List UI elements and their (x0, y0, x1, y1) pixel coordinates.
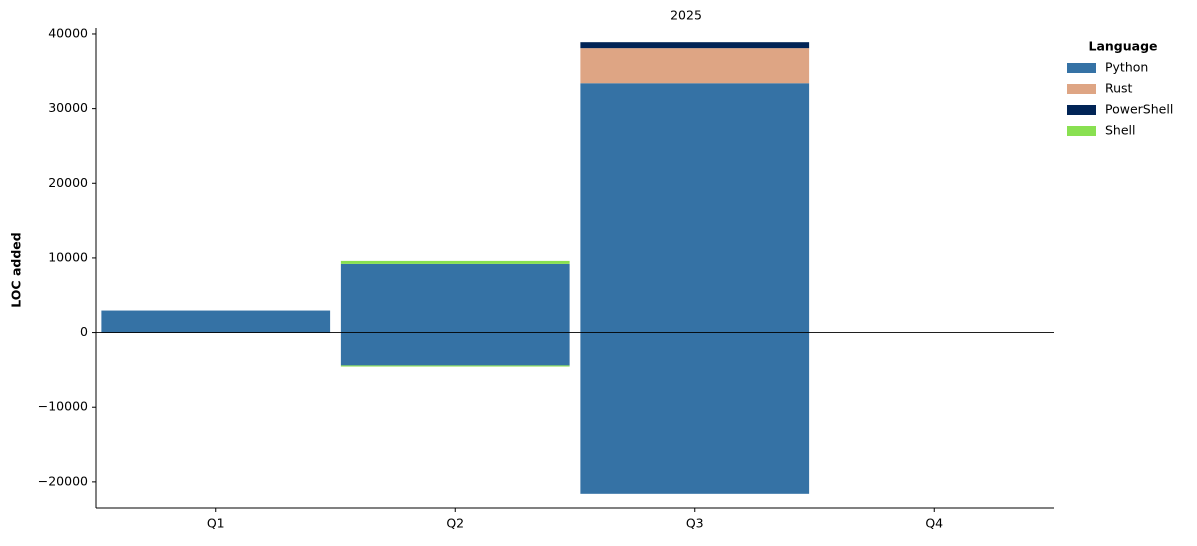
legend-swatch (1067, 126, 1096, 136)
x-tick-label: Q3 (686, 516, 704, 531)
bar-segment (340, 332, 570, 366)
bar-segment (340, 365, 570, 367)
bar-segment (580, 42, 810, 49)
x-tick-label: Q1 (207, 516, 225, 531)
legend-swatch (1067, 84, 1096, 94)
y-tick-label: 30000 (48, 100, 88, 115)
legend-swatch (1067, 63, 1096, 73)
bar-segment (580, 332, 810, 494)
chart-title: 2025 (670, 8, 702, 23)
bar-segment (340, 263, 570, 333)
y-tick-label: 20000 (48, 175, 88, 190)
y-tick-label: 0 (80, 324, 88, 339)
bar-segment (580, 83, 810, 333)
y-axis-label: LOC added (9, 232, 24, 307)
bar-segment (340, 260, 570, 264)
x-tick-label: Q4 (925, 516, 943, 531)
legend-label: PowerShell (1105, 102, 1173, 117)
legend-swatch (1067, 105, 1096, 115)
legend-title: Language (1088, 39, 1157, 54)
bar-segment (101, 310, 331, 333)
legend-label: Rust (1105, 81, 1133, 96)
x-tick-label: Q2 (446, 516, 464, 531)
y-tick-label: −20000 (38, 473, 88, 488)
legend-label: Python (1105, 60, 1148, 75)
y-tick-label: 40000 (48, 25, 88, 40)
legend-label: Shell (1105, 123, 1136, 138)
bar-segment (580, 48, 810, 84)
y-tick-label: 10000 (48, 249, 88, 264)
y-tick-label: −10000 (38, 399, 88, 414)
